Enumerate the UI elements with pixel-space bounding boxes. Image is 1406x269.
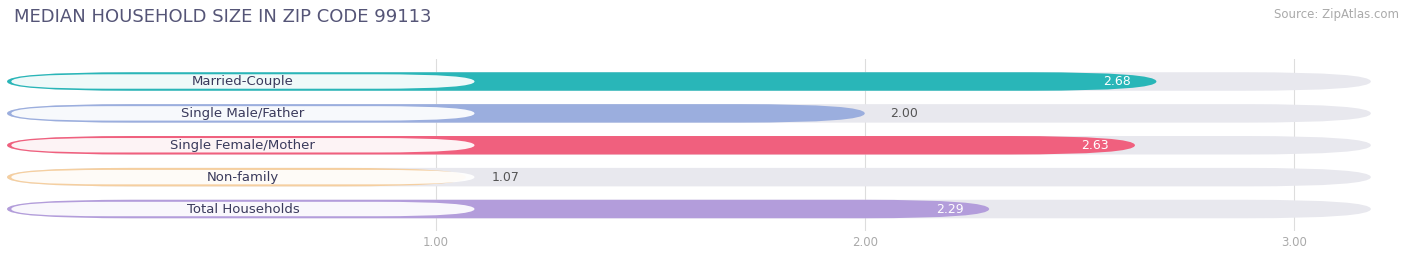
FancyBboxPatch shape <box>7 200 1371 218</box>
FancyBboxPatch shape <box>7 168 465 186</box>
FancyBboxPatch shape <box>7 136 1371 154</box>
Text: 2.00: 2.00 <box>890 107 918 120</box>
FancyBboxPatch shape <box>7 104 1371 123</box>
FancyBboxPatch shape <box>7 104 865 123</box>
Text: 2.63: 2.63 <box>1081 139 1109 152</box>
Text: Non-family: Non-family <box>207 171 278 184</box>
FancyBboxPatch shape <box>7 136 1135 154</box>
Text: MEDIAN HOUSEHOLD SIZE IN ZIP CODE 99113: MEDIAN HOUSEHOLD SIZE IN ZIP CODE 99113 <box>14 8 432 26</box>
Text: 2.68: 2.68 <box>1102 75 1130 88</box>
FancyBboxPatch shape <box>11 74 474 89</box>
Text: Single Male/Father: Single Male/Father <box>181 107 305 120</box>
FancyBboxPatch shape <box>11 138 474 153</box>
FancyBboxPatch shape <box>11 202 474 216</box>
FancyBboxPatch shape <box>7 72 1371 91</box>
Text: Married-Couple: Married-Couple <box>193 75 294 88</box>
Text: Single Female/Mother: Single Female/Mother <box>170 139 315 152</box>
FancyBboxPatch shape <box>11 106 474 121</box>
FancyBboxPatch shape <box>7 200 990 218</box>
Text: 2.29: 2.29 <box>936 203 963 215</box>
FancyBboxPatch shape <box>7 72 1156 91</box>
FancyBboxPatch shape <box>7 168 1371 186</box>
FancyBboxPatch shape <box>11 170 474 184</box>
Text: Source: ZipAtlas.com: Source: ZipAtlas.com <box>1274 8 1399 21</box>
Text: Total Households: Total Households <box>187 203 299 215</box>
Text: 1.07: 1.07 <box>492 171 520 184</box>
